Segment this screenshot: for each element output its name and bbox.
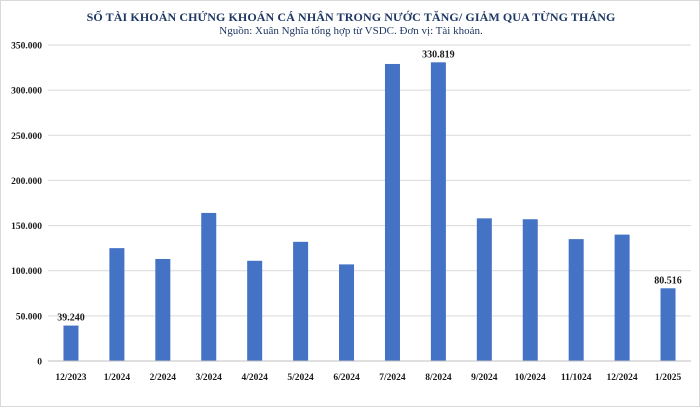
bar [614,234,630,361]
x-tick-label: 10/2024 [515,373,546,383]
y-tick-label: 350.000 [11,42,42,52]
data-label: 330.819 [422,49,455,60]
y-tick-label: 150.000 [11,222,42,232]
x-tick-label: 12/2024 [607,373,638,383]
y-tick-label: 100.000 [11,267,42,277]
bar [63,325,79,361]
y-tick-label: 200.000 [11,177,42,187]
chart-title: SỐ TÀI KHOẢN CHỨNG KHOÁN CÁ NHÂN TRONG N… [86,10,616,24]
bar [201,212,217,361]
x-tick-label: 5/2024 [287,373,314,383]
chart-subtitle: Nguồn: Xuân Nghĩa tổng hợp từ VSDC. Đơn … [219,25,483,37]
y-tick-label: 300.000 [11,87,42,97]
data-label: 80.516 [654,275,682,286]
bar [522,219,538,361]
y-tick-label: 0 [37,358,42,368]
data-label: 39.240 [57,313,85,324]
bar [339,264,355,361]
x-tick-label: 1/2025 [655,373,682,383]
x-tick-label: 1/2024 [104,373,131,383]
bar [476,218,492,361]
bar [155,258,171,361]
bar [247,260,263,361]
bar [384,63,400,362]
x-tick-label: 2/2024 [150,373,177,383]
bar [660,288,676,361]
x-tick-label: 12/2023 [55,373,86,383]
x-tick-label: 11/1024 [561,373,592,383]
x-tick-label: 7/2024 [379,373,406,383]
bar [430,62,446,362]
y-tick-label: 50.000 [16,312,42,322]
x-tick-label: 3/2024 [196,373,223,383]
x-tick-label: 9/2024 [471,373,498,383]
bar [568,239,584,361]
y-tick-label: 250.000 [11,132,42,142]
bar [293,241,309,361]
x-tick-label: 6/2024 [333,373,360,383]
x-tick-label: 8/2024 [425,373,452,383]
x-tick-label: 4/2024 [241,373,268,383]
bar [109,248,125,361]
